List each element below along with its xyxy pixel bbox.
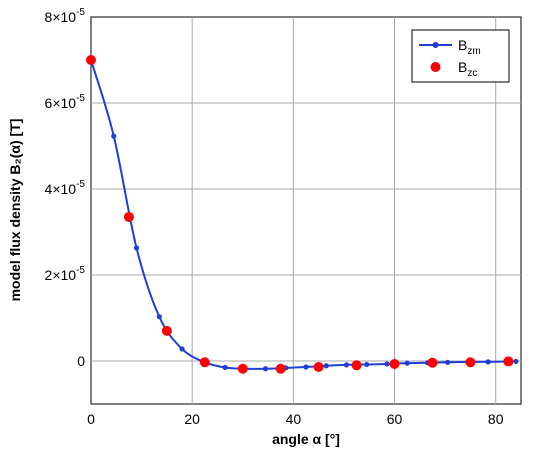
data-point [404, 360, 410, 366]
data-point [237, 363, 248, 374]
data-point [111, 133, 117, 139]
data-point [123, 211, 134, 222]
data-point [303, 364, 309, 370]
data-point [485, 359, 491, 365]
legend-label-bzc-base: B [458, 59, 467, 75]
legend-item-bzm: Bzm [419, 37, 481, 57]
data-point [86, 55, 96, 65]
series-layer [86, 55, 519, 374]
data-point [513, 358, 519, 365]
x-tick-label: 40 [286, 411, 302, 427]
data-point [222, 364, 228, 371]
y-tick-label: 6×10-5 [45, 93, 86, 111]
legend-label-bzc: Bzc [458, 59, 477, 79]
y-tick-label: 2×10-5 [45, 265, 86, 283]
data-point [343, 362, 350, 368]
data-point [275, 363, 286, 374]
data-point [445, 359, 451, 365]
x-axis-title: angle α [°] [272, 431, 340, 447]
data-point [364, 361, 370, 368]
y-tick-label: 8×10-5 [45, 7, 86, 25]
x-tick-label: 20 [184, 411, 200, 427]
data-point [384, 361, 390, 367]
y-axis-title: model flux density B₂(α) [T] [7, 119, 23, 302]
data-point [465, 357, 476, 368]
y-tick-label: 4×10-5 [45, 179, 86, 197]
x-tick-label: 80 [488, 411, 504, 427]
data-point [503, 356, 514, 367]
data-point [133, 245, 140, 251]
legend-label-bzm: Bzm [458, 37, 481, 57]
data-point [389, 359, 400, 370]
legend-marker-bzm [432, 42, 439, 48]
data-point [156, 314, 162, 320]
legend-label-bzm-sub: zm [467, 46, 480, 57]
data-point [179, 346, 185, 352]
legend-label-bzm-base: B [458, 37, 467, 53]
legend: Bzm Bzc [411, 29, 510, 83]
data-point [351, 360, 362, 371]
legend-item-bzc: Bzc [430, 59, 477, 79]
data-point [199, 357, 210, 368]
y-tick-label: 0 [77, 353, 85, 369]
x-axis-ticks: 0 20 40 60 80 [87, 411, 504, 427]
data-point [262, 366, 269, 372]
legend-label-bzc-sub: zc [467, 68, 477, 79]
data-point [427, 357, 438, 368]
x-tick-label: 0 [87, 411, 95, 427]
data-point [323, 363, 329, 369]
legend-marker-bzc [430, 62, 441, 72]
series-bzc [86, 55, 514, 374]
y-axis-ticks: 0 2×10-5 4×10-5 6×10-5 8×10-5 [45, 7, 86, 369]
grid [91, 17, 521, 404]
data-point [313, 362, 324, 373]
x-tick-label: 60 [387, 411, 403, 427]
data-point [161, 325, 172, 336]
legend-box [411, 29, 510, 83]
